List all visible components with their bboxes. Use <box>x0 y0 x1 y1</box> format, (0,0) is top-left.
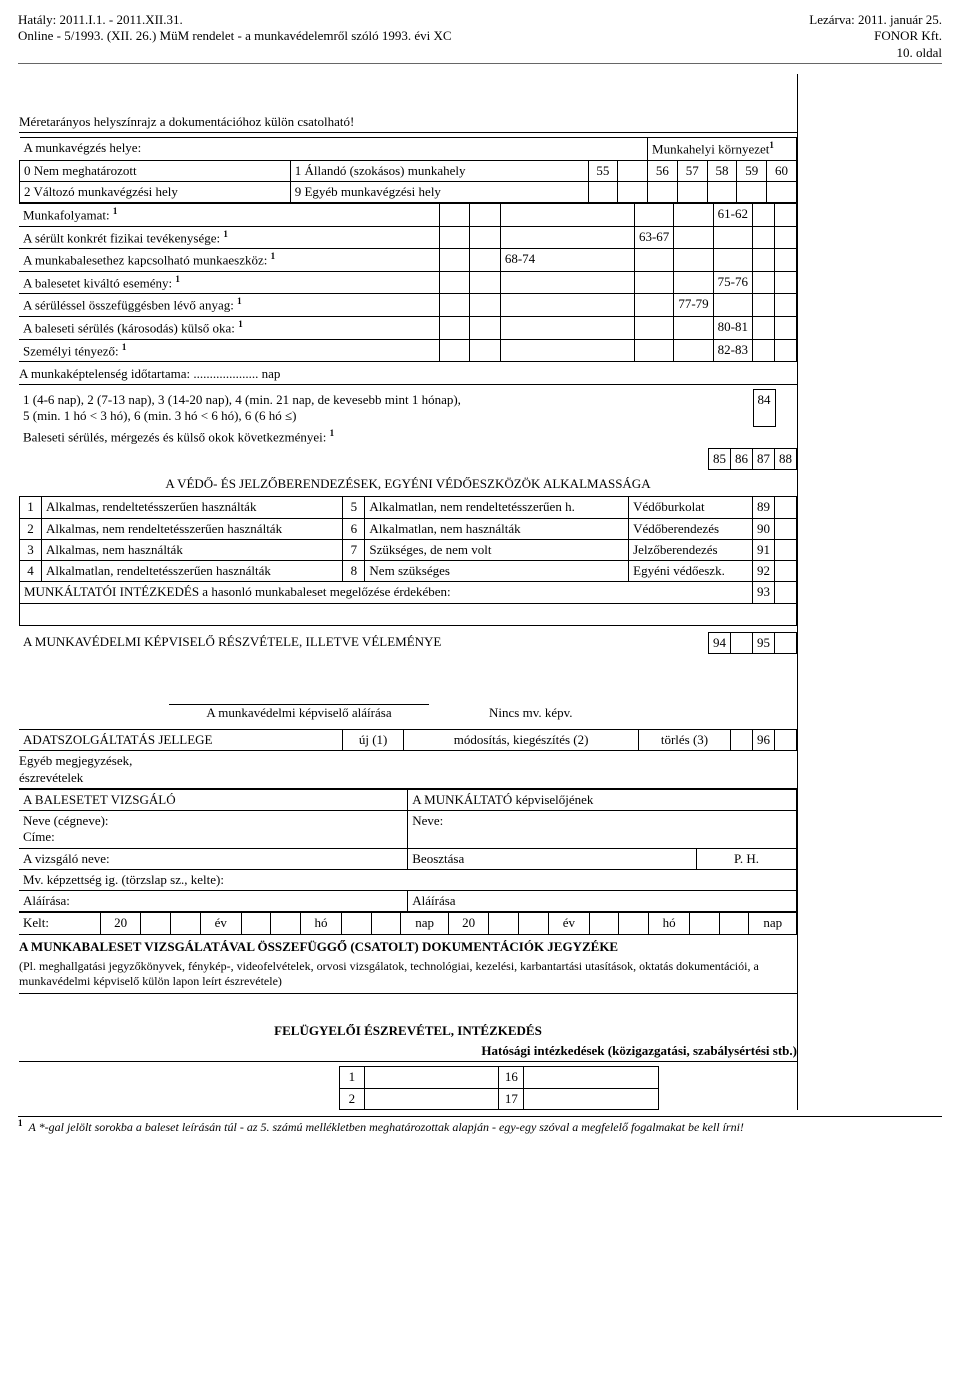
cell-55: 55 <box>588 160 618 181</box>
header-right-1: Lezárva: 2011. január 25. <box>809 12 942 28</box>
intro-text: Méretarányos helyszínrajz a dokumentáció… <box>19 114 797 133</box>
code84-table: 1 (4-6 nap), 2 (7-13 nap), 3 (14-20 nap)… <box>19 389 797 448</box>
r2c2: 9 Egyéb munkavégzési hely <box>290 181 588 202</box>
header-left-1: Hatály: 2011.I.1. - 2011.XII.31. <box>18 12 183 28</box>
place-label: A munkavégzés helye: <box>24 140 142 155</box>
r1c2: 1 Állandó (szokásos) munkahely <box>290 160 588 181</box>
page-header: Hatály: 2011.I.1. - 2011.XII.31. Lezárva… <box>18 12 942 64</box>
sig-label: A munkavédelmi képviselő aláírása <box>169 705 429 721</box>
workplace-table: A munkavégzés helye: Munkahelyi környeze… <box>19 137 797 203</box>
r1c1: 0 Nem meghatározott <box>20 160 291 181</box>
footnote: 1 A *-gal jelölt sorokba a baleset leírá… <box>18 1116 942 1135</box>
vizsgalo-table: A BALESETET VIZSGÁLÓA MUNKÁLTATÓ képvise… <box>19 789 797 913</box>
cell-56: 56 <box>648 160 678 181</box>
header-right-2: FONOR Kft. <box>874 28 942 43</box>
munkaltatoi-intezkedes: MUNKÁLTATÓI INTÉZKEDÉS a hasonló munkaba… <box>20 582 753 603</box>
doku-title: A MUNKABALESET VIZSGÁLATÁVAL ÖSSZEFÜGGŐ … <box>19 939 797 955</box>
cell-58: 58 <box>707 160 737 181</box>
env-label: Munkahelyi környezet <box>652 141 769 156</box>
hatosagi: Hatósági intézkedések (közigazgatási, sz… <box>19 1043 797 1062</box>
idotartam: A munkaképtelenség időtartama: .........… <box>19 366 797 385</box>
vedo-title: A VÉDŐ- ÉS JELZŐBERENDEZÉSEK, EGYÉNI VÉD… <box>19 476 797 492</box>
nincs-mv: Nincs mv. képv. <box>489 705 573 721</box>
pairs-table: 116 217 <box>339 1066 659 1110</box>
factors-table: Munkafolyamat: 161-62 A sérült konkrét f… <box>19 203 797 362</box>
felugyelo-title: FELÜGYELŐI ÉSZREVÉTEL, INTÉZKEDÉS <box>19 1023 797 1039</box>
r2c1: 2 Változó munkavégzési hely <box>20 181 291 202</box>
header-right-3: 10. oldal <box>897 45 943 60</box>
adatszolg-table: ADATSZOLGÁLTATÁS JELLEGE új (1) módosítá… <box>19 729 797 751</box>
kovetkezmenyek: Baleseti sérülés, mérgezés és külső okok… <box>23 430 326 445</box>
vedo-table: 1Alkalmas, rendeltetésszerűen használták… <box>19 496 797 625</box>
egyeb-1: Egyéb megjegyzések, <box>19 753 132 768</box>
kepviselo-table: A MUNKAVÉDELMI KÉPVISELŐ RÉSZVÉTELE, ILL… <box>19 632 797 654</box>
doku-desc: (Pl. meghallgatási jegyzőkönyvek, fényké… <box>19 959 797 989</box>
kov-cells: 85 86 87 88 <box>708 448 797 470</box>
cell-60: 60 <box>767 160 797 181</box>
egyeb-2: észrevételek <box>19 770 83 785</box>
code-desc-2: 5 (min. 1 hó < 3 hó), 6 (min. 3 hó < 6 h… <box>23 408 749 424</box>
kelt-table: Kelt: 20 év hó nap 20 év hó nap <box>19 912 797 934</box>
cell-59: 59 <box>737 160 767 181</box>
cell-84: 84 <box>753 390 775 427</box>
kepviselo-label: A MUNKAVÉDELMI KÉPVISELŐ RÉSZVÉTELE, ILL… <box>19 632 709 653</box>
code-desc-1: 1 (4-6 nap), 2 (7-13 nap), 3 (14-20 nap)… <box>23 392 749 408</box>
header-left-2: Online - 5/1993. (XII. 26.) MüM rendelet… <box>18 28 452 61</box>
cell-57: 57 <box>677 160 707 181</box>
